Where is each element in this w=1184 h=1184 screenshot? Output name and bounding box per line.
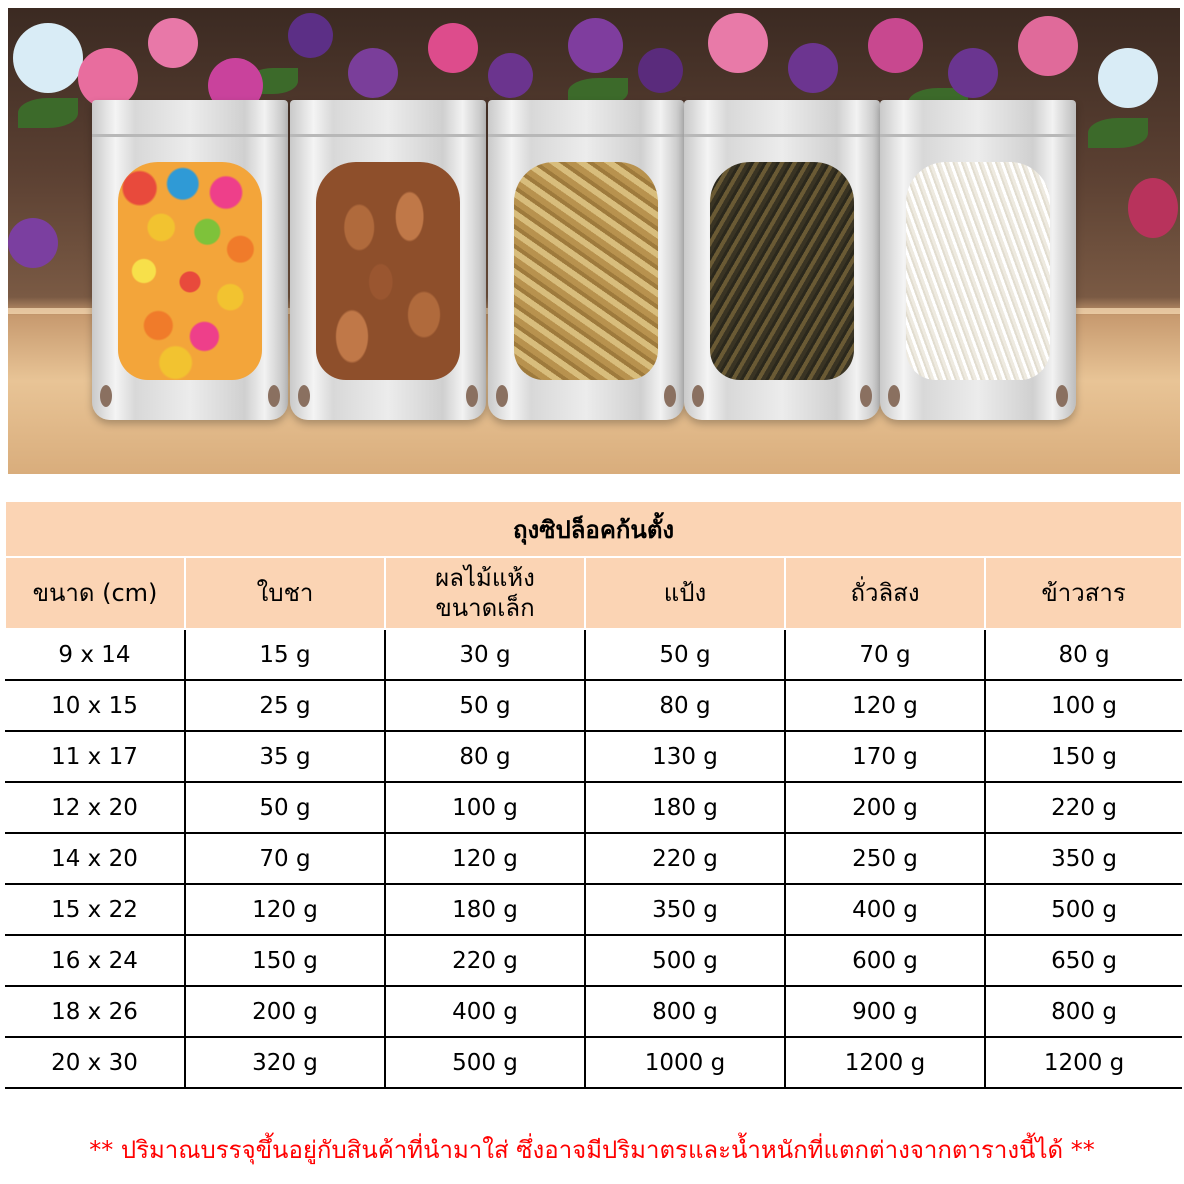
capacity-cell: 320 g bbox=[184, 1036, 386, 1089]
capacity-cell: 150 g bbox=[184, 934, 386, 987]
capacity-cell: 70 g bbox=[784, 628, 986, 681]
capacity-cell: 15 g bbox=[184, 628, 386, 681]
capacity-cell: 50 g bbox=[384, 679, 586, 732]
capacity-cell: 100 g bbox=[384, 781, 586, 834]
table-row: 11 x 17 35 g 80 g 130 g 170 g 150 g bbox=[5, 730, 1183, 783]
capacity-cell: 180 g bbox=[384, 883, 586, 936]
capacity-cell: 170 g bbox=[784, 730, 986, 783]
flower-background bbox=[8, 8, 1180, 268]
product-photo bbox=[8, 8, 1180, 474]
capacity-cell: 120 g bbox=[384, 832, 586, 885]
table-header-cell: ใบชา bbox=[184, 556, 386, 630]
footnote: ** ปริมาณบรรจุขึ้นอยู่กับสินค้าที่นำมาใส… bbox=[89, 1136, 1095, 1164]
table-title: ถุงซิปล็อคก้นตั้ง bbox=[3, 500, 1184, 558]
capacity-cell: 400 g bbox=[784, 883, 986, 936]
table-row: 16 x 24 150 g 220 g 500 g 600 g 650 g bbox=[5, 934, 1183, 987]
size-cell: 12 x 20 bbox=[5, 781, 186, 834]
capacity-cell: 1200 g bbox=[983, 1036, 1183, 1089]
capacity-cell: 80 g bbox=[384, 730, 586, 783]
capacity-cell: 30 g bbox=[384, 628, 586, 681]
nut-bag bbox=[290, 100, 486, 420]
table-header-cell: ขนาด (cm) bbox=[4, 556, 186, 630]
capacity-cell: 800 g bbox=[983, 985, 1183, 1038]
table-header-cell: ถั่วลิสง bbox=[784, 556, 986, 630]
capacity-cell: 1200 g bbox=[784, 1036, 986, 1089]
capacity-cell: 80 g bbox=[584, 679, 786, 732]
size-cell: 9 x 14 bbox=[5, 628, 186, 681]
capacity-cell: 120 g bbox=[784, 679, 986, 732]
capacity-cell: 130 g bbox=[584, 730, 786, 783]
capacity-cell: 35 g bbox=[184, 730, 386, 783]
capacity-cell: 80 g bbox=[983, 628, 1183, 681]
capacity-cell: 400 g bbox=[384, 985, 586, 1038]
capacity-cell: 350 g bbox=[584, 883, 786, 936]
size-cell: 15 x 22 bbox=[5, 883, 186, 936]
capacity-cell: 220 g bbox=[384, 934, 586, 987]
capacity-cell: 500 g bbox=[584, 934, 786, 987]
table-row: 18 x 26 200 g 400 g 800 g 900 g 800 g bbox=[5, 985, 1183, 1038]
capacity-cell: 200 g bbox=[184, 985, 386, 1038]
size-cell: 20 x 30 bbox=[5, 1036, 186, 1089]
capacity-cell: 70 g bbox=[184, 832, 386, 885]
capacity-cell: 500 g bbox=[384, 1036, 586, 1089]
table-header-cell: ผลไม้แห้ง ขนาดเล็ก bbox=[384, 556, 586, 630]
capacity-cell: 500 g bbox=[983, 883, 1183, 936]
capacity-cell: 150 g bbox=[983, 730, 1183, 783]
size-cell: 10 x 15 bbox=[5, 679, 186, 732]
table-row: 10 x 15 25 g 50 g 80 g 120 g 100 g bbox=[5, 679, 1183, 732]
capacity-cell: 1000 g bbox=[584, 1036, 786, 1089]
size-cell: 14 x 20 bbox=[5, 832, 186, 885]
rice-bag bbox=[880, 100, 1076, 420]
capacity-cell: 100 g bbox=[983, 679, 1183, 732]
jelly-bean-bag bbox=[92, 100, 288, 420]
capacity-cell: 50 g bbox=[184, 781, 386, 834]
size-cell: 11 x 17 bbox=[5, 730, 186, 783]
capacity-cell: 180 g bbox=[584, 781, 786, 834]
capacity-cell: 900 g bbox=[784, 985, 986, 1038]
dried-flower-bag bbox=[488, 100, 684, 420]
capacity-cell: 800 g bbox=[584, 985, 786, 1038]
size-capacity-table: ถุงซิปล็อคก้นตั้ง ขนาด (cm) ใบชา ผลไม้แห้ง… bbox=[3, 500, 1184, 1089]
capacity-cell: 25 g bbox=[184, 679, 386, 732]
table-row: 12 x 20 50 g 100 g 180 g 200 g 220 g bbox=[5, 781, 1183, 834]
table-header-cell: ข้าวสาร bbox=[983, 556, 1184, 630]
capacity-cell: 250 g bbox=[784, 832, 986, 885]
table-row: 14 x 20 70 g 120 g 220 g 250 g 350 g bbox=[5, 832, 1183, 885]
capacity-cell: 350 g bbox=[983, 832, 1183, 885]
table-header-cell: แป้ง bbox=[584, 556, 786, 630]
table-row: 15 x 22 120 g 180 g 350 g 400 g 500 g bbox=[5, 883, 1183, 936]
table-row: 9 x 14 15 g 30 g 50 g 70 g 80 g bbox=[5, 628, 1183, 681]
table-row: 20 x 30 320 g 500 g 1000 g 1200 g 1200 g bbox=[5, 1036, 1183, 1089]
capacity-cell: 200 g bbox=[784, 781, 986, 834]
capacity-cell: 600 g bbox=[784, 934, 986, 987]
capacity-cell: 120 g bbox=[184, 883, 386, 936]
size-cell: 16 x 24 bbox=[5, 934, 186, 987]
size-cell: 18 x 26 bbox=[5, 985, 186, 1038]
capacity-cell: 220 g bbox=[983, 781, 1183, 834]
tea-leaf-bag bbox=[684, 100, 880, 420]
table-header-row: ขนาด (cm) ใบชา ผลไม้แห้ง ขนาดเล็ก แป้ง ถั่วล… bbox=[4, 556, 1184, 630]
capacity-cell: 50 g bbox=[584, 628, 786, 681]
capacity-cell: 220 g bbox=[584, 832, 786, 885]
capacity-cell: 650 g bbox=[983, 934, 1183, 987]
